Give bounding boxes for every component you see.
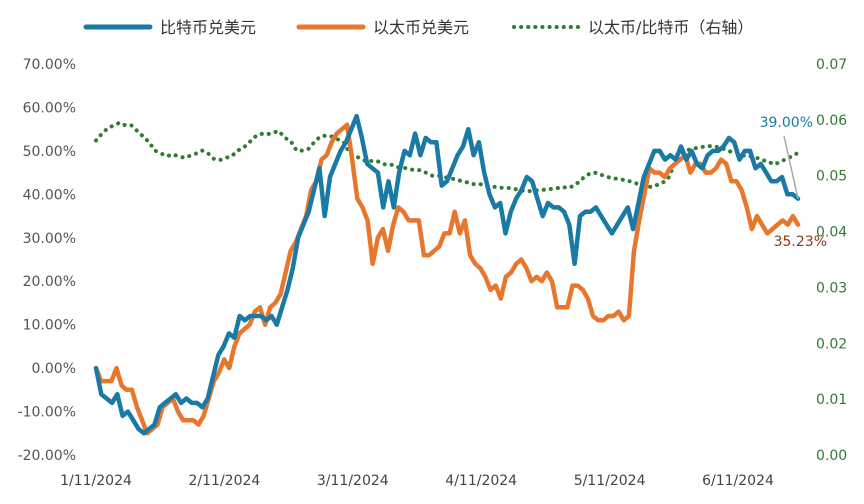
y-left-axis: -20.00% -10.00% 0.00% 10.00% 20.00% 30.00% 40.… [18, 57, 76, 464]
y-right-tick-label: 0.02 [816, 336, 847, 352]
annotation-layer: 39.00% 35.23% [760, 115, 827, 250]
y-right-tick-label: 0.07 [816, 57, 847, 73]
annotation-label-eth: 35.23% [774, 234, 827, 250]
x-axis: 1/11/2024 2/11/2024 3/11/2024 4/11/2024 5/11… [60, 473, 774, 489]
y-right-tick-label: 0.06 [816, 113, 847, 129]
y-left-tick-label: 40.00% [23, 187, 76, 203]
series-line-eth [93, 122, 801, 436]
y-right-axis: 0.00 0.01 0.02 0.03 0.04 0.05 0.06 0.07 [816, 57, 847, 464]
y-left-tick-label: -10.00% [18, 405, 76, 421]
x-tick-label: 4/11/2024 [445, 473, 517, 489]
y-right-tick-label: 0.00 [816, 448, 847, 464]
y-left-tick-label: 0.00% [32, 361, 76, 377]
y-left-tick-label: 50.00% [23, 144, 76, 160]
y-left-tick-label: 60.00% [23, 100, 76, 116]
y-right-tick-label: 0.05 [816, 169, 847, 185]
y-right-tick-label: 0.03 [816, 280, 847, 296]
legend-item-btc: 比特币兑美元 [83, 18, 256, 37]
y-right-tick-label: 0.04 [816, 225, 847, 241]
legend: 比特币兑美元 以太币兑美元 以太币/比特币（右轴） [83, 18, 753, 37]
y-left-tick-label: 10.00% [23, 318, 76, 334]
x-tick-label: 6/11/2024 [702, 473, 774, 489]
y-left-tick-label: 20.00% [23, 274, 76, 290]
y-right-tick-label: 0.01 [816, 392, 847, 408]
legend-label-btc: 比特币兑美元 [160, 18, 256, 37]
x-tick-label: 5/11/2024 [574, 473, 646, 489]
y-left-tick-label: 70.00% [23, 57, 76, 73]
x-tick-label: 3/11/2024 [317, 473, 389, 489]
series-layer [93, 113, 801, 436]
y-left-tick-label: -20.00% [18, 448, 76, 464]
annotation-label-btc: 39.00% [760, 115, 813, 131]
legend-label-ratio: 以太币/比特币（右轴） [588, 18, 753, 37]
x-tick-label: 1/11/2024 [60, 473, 132, 489]
series-line-btc [93, 113, 801, 436]
legend-item-eth: 以太币兑美元 [296, 18, 469, 37]
y-left-tick-label: 30.00% [23, 231, 76, 247]
x-tick-label: 2/11/2024 [189, 473, 261, 489]
annotation-leader-line [783, 135, 799, 199]
legend-item-ratio: 以太币/比特币（右轴） [512, 18, 753, 37]
legend-label-eth: 以太币兑美元 [373, 18, 469, 37]
